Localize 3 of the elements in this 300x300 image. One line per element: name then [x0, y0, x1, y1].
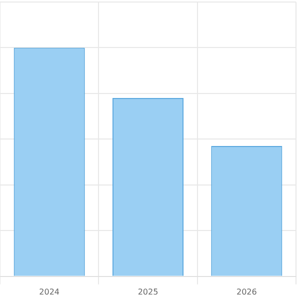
x-tick-label: 2025 — [138, 287, 158, 296]
x-tick-label: 2026 — [236, 287, 257, 296]
x-tick-label: 2024 — [39, 287, 60, 296]
